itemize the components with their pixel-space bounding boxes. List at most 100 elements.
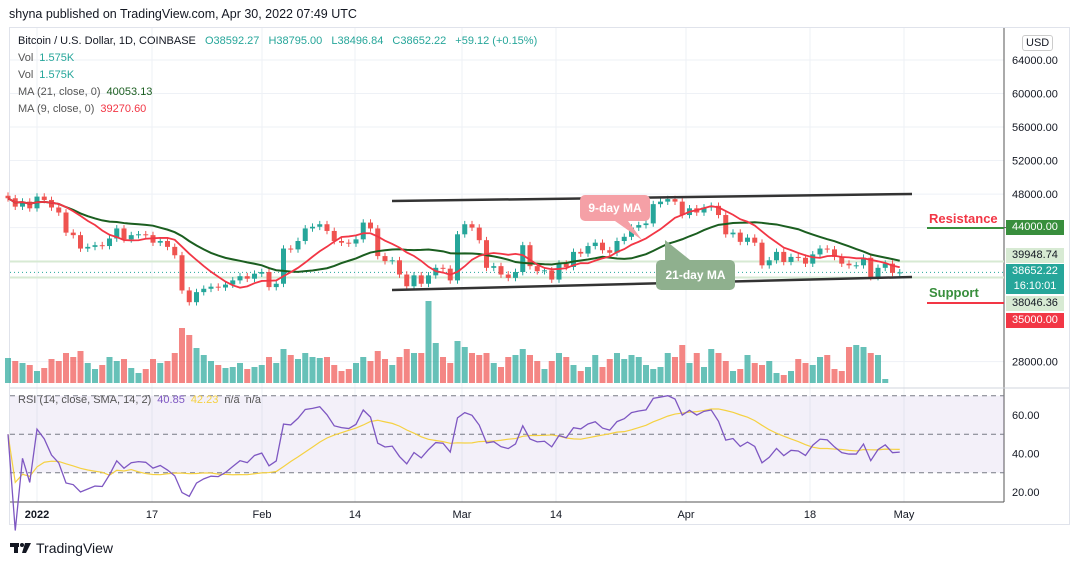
volume-bar <box>853 345 860 383</box>
candle-body <box>78 235 83 249</box>
volume-bar <box>157 363 164 383</box>
volume-bar <box>374 351 381 383</box>
symbol-title[interactable]: Bitcoin / U.S. Dollar, 1D, COINBASE <box>18 35 196 47</box>
channel-upper-line <box>391 192 913 203</box>
candle-body <box>172 246 178 256</box>
candle-body <box>491 266 497 268</box>
candle-body <box>592 242 598 247</box>
legend-vol-1[interactable]: Vol 1.575K <box>18 52 80 64</box>
candle-body <box>795 256 801 258</box>
currency-button[interactable]: USD <box>1022 35 1054 51</box>
volume-bar <box>592 355 599 383</box>
volume-bar <box>418 353 425 383</box>
candle-body <box>317 224 323 227</box>
volume-bar <box>519 349 526 383</box>
volume-bar <box>244 369 251 383</box>
volume-bar <box>744 355 751 383</box>
volume-bar <box>773 373 780 383</box>
volume-bar <box>831 369 838 383</box>
candle-body <box>281 248 286 284</box>
candle-body <box>832 249 837 257</box>
resistance-price-tag: 44000.00 <box>1006 220 1064 235</box>
candle-body <box>890 263 895 273</box>
tradingview-logo[interactable]: TradingView <box>10 540 113 556</box>
candle-body <box>520 245 526 273</box>
volume-bar <box>84 363 91 383</box>
legend-rsi[interactable]: RSI (14, close, SMA, 14, 2) 40.85 42.23 n/a… <box>18 394 267 406</box>
rsi-label: RSI (14, close, SMA, 14, 2) <box>18 394 152 406</box>
candle-body <box>360 222 366 240</box>
candle-body <box>397 260 402 275</box>
volume-bar <box>469 353 475 383</box>
candle-body <box>121 228 127 240</box>
brand-name: TradingView <box>36 540 114 556</box>
volume-bar <box>867 353 874 383</box>
volume-bar <box>48 359 55 383</box>
candle-body <box>774 251 779 261</box>
volume-bar <box>657 367 664 383</box>
volume-bar <box>621 359 628 383</box>
candle-body <box>810 254 816 264</box>
vol-value: 1.575K <box>39 69 75 81</box>
annotation-9day-pointer <box>615 221 642 240</box>
volume-bar <box>802 363 809 383</box>
candle-body <box>63 212 69 233</box>
ma21-line <box>7 197 900 273</box>
bar-countdown: 16:10:01 <box>1013 280 1057 292</box>
volume-bar <box>222 368 229 383</box>
candle-body <box>389 260 395 262</box>
legend-vol-2[interactable]: Vol 1.575K <box>18 69 80 81</box>
candle-body <box>440 267 446 269</box>
volume-bar <box>113 361 120 383</box>
legend-ma21[interactable]: MA (21, close, 0) 40053.13 <box>18 86 158 98</box>
volume-bar <box>882 379 889 383</box>
candle-body <box>542 270 547 272</box>
volume-bar <box>287 355 294 383</box>
volume-bar <box>55 361 62 383</box>
rsi-value: 40.85 <box>157 394 185 406</box>
candle-body <box>578 251 584 254</box>
candle-body <box>215 286 221 288</box>
volume-bar <box>563 357 570 383</box>
volume-bar <box>693 353 700 383</box>
candle-body <box>752 237 758 243</box>
volume-bar <box>229 367 236 383</box>
ohlc-high: H38795.00 <box>268 35 323 47</box>
volume-bar <box>186 335 193 383</box>
volume-bar <box>26 365 33 383</box>
volume-bar <box>635 357 642 383</box>
volume-bar <box>498 367 504 383</box>
volume-bar <box>208 361 214 383</box>
candle-body <box>324 224 330 231</box>
candle-body <box>781 251 787 262</box>
candle-body <box>136 234 141 236</box>
volume-bar <box>77 351 84 383</box>
volume-bar <box>150 359 156 383</box>
candle-body <box>411 275 417 287</box>
candle-body <box>244 276 250 279</box>
candle-body <box>549 270 555 280</box>
candle-body <box>368 222 373 229</box>
rsi-na: n/a <box>245 394 261 406</box>
support-label[interactable]: Support <box>929 285 979 300</box>
annotation-21day-ma[interactable]: 21-day MA <box>656 260 735 290</box>
volume-bar <box>171 353 178 383</box>
candle-body <box>745 237 750 242</box>
chart-frame[interactable] <box>9 27 1070 525</box>
candle-body <box>223 284 228 288</box>
candle-body <box>27 201 33 209</box>
candle-body <box>186 290 192 303</box>
vol-label: Vol <box>18 52 34 64</box>
legend-ma9[interactable]: MA (9, close, 0) 39270.60 <box>18 103 152 115</box>
candle-body <box>70 232 76 236</box>
volume-bar <box>614 353 620 383</box>
candle-body <box>165 241 170 247</box>
volume-bar <box>164 361 171 383</box>
candle-body <box>310 226 315 229</box>
resistance-label[interactable]: Resistance <box>929 211 998 226</box>
volume-bar <box>382 359 388 383</box>
candle-body <box>759 242 765 266</box>
volume-bar <box>679 345 686 383</box>
annotation-9day-ma[interactable]: 9-day MA <box>580 195 650 221</box>
